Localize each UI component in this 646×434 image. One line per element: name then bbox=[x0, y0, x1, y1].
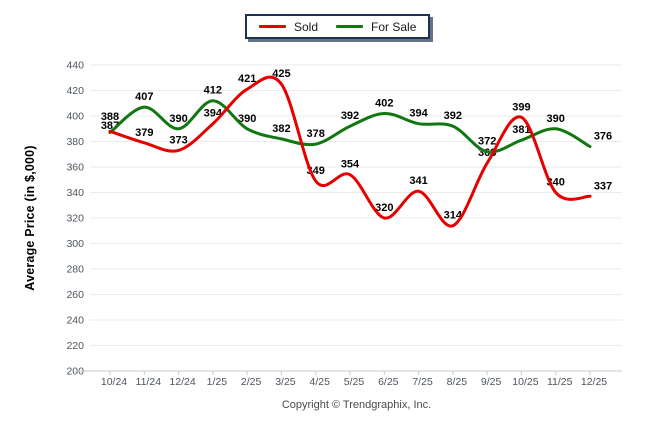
data-point-label: 382 bbox=[272, 123, 290, 135]
for-sale-line-swatch bbox=[336, 25, 364, 28]
data-point-label: 402 bbox=[375, 97, 393, 109]
data-point-label: 373 bbox=[169, 134, 187, 146]
y-axis-tick-label: 440 bbox=[66, 60, 84, 72]
for-sale-series-line bbox=[108, 99, 592, 154]
x-axis-tick-label: 3/25 bbox=[275, 376, 296, 388]
x-axis-tick-label: 5/25 bbox=[344, 376, 365, 388]
data-point-label: 394 bbox=[409, 108, 428, 120]
x-axis-tick-label: 2/25 bbox=[241, 376, 262, 388]
legend-label-for-sale: For Sale bbox=[371, 19, 417, 34]
x-axis-tick-label: 11/24 bbox=[136, 376, 162, 388]
chart-legend: Sold For Sale bbox=[245, 14, 431, 39]
data-point-label: 390 bbox=[169, 113, 187, 125]
copyright-text: Copyright © Trendgraphix, Inc. bbox=[281, 399, 432, 411]
data-point-label: 381 bbox=[512, 124, 530, 136]
data-point-label: 314 bbox=[444, 210, 463, 222]
data-point-label: 388 bbox=[101, 111, 119, 123]
x-axis-tick-label: 12/25 bbox=[581, 376, 607, 388]
data-point-label: 341 bbox=[409, 175, 427, 187]
y-axis-tick-label: 420 bbox=[66, 85, 84, 97]
data-point-label: 320 bbox=[375, 202, 393, 214]
sold-series-line bbox=[108, 75, 592, 228]
x-axis-tick-label: 12/24 bbox=[169, 376, 195, 388]
x-axis-tick-label: 11/25 bbox=[547, 376, 573, 388]
y-axis-tick-label: 200 bbox=[66, 366, 84, 378]
data-point-label: 392 bbox=[341, 110, 359, 122]
x-axis-tick-label: 6/25 bbox=[378, 376, 399, 388]
x-axis-tick-label: 1/25 bbox=[207, 376, 228, 388]
y-axis-tick-label: 400 bbox=[66, 111, 84, 123]
data-point-label: 354 bbox=[341, 159, 360, 171]
y-axis-tick-label: 260 bbox=[66, 289, 84, 301]
y-axis-tick-label: 340 bbox=[66, 187, 84, 199]
x-axis-tick-label: 8/25 bbox=[447, 376, 468, 388]
data-point-label: 379 bbox=[135, 127, 153, 139]
data-point-label: 390 bbox=[238, 113, 256, 125]
data-point-label: 412 bbox=[204, 85, 222, 97]
data-point-label: 425 bbox=[272, 68, 290, 80]
y-axis-tick-label: 240 bbox=[66, 315, 84, 327]
legend-label-sold: Sold bbox=[294, 19, 319, 34]
x-axis-tick-label: 7/25 bbox=[412, 376, 433, 388]
data-point-label: 392 bbox=[444, 110, 462, 122]
x-axis-tick-label: 9/25 bbox=[481, 376, 502, 388]
x-axis-tick-label: 4/25 bbox=[309, 376, 330, 388]
data-point-label: 421 bbox=[238, 73, 256, 85]
data-point-label: 378 bbox=[307, 128, 325, 140]
y-axis-tick-label: 220 bbox=[66, 340, 84, 352]
x-axis-tick-label: 10/24 bbox=[101, 376, 127, 388]
y-axis-tick-label: 380 bbox=[66, 136, 84, 148]
x-axis-tick-label: 10/25 bbox=[512, 376, 538, 388]
data-point-label: 399 bbox=[512, 101, 530, 113]
y-axis-tick-label: 300 bbox=[66, 238, 84, 250]
data-point-label: 376 bbox=[594, 131, 612, 143]
y-axis-tick-label: 280 bbox=[66, 264, 84, 276]
data-point-label: 337 bbox=[594, 180, 612, 192]
sold-line-swatch bbox=[259, 25, 286, 28]
data-point-label: 372 bbox=[478, 136, 496, 148]
data-point-label: 407 bbox=[135, 91, 153, 103]
data-point-label: 390 bbox=[547, 113, 565, 125]
y-axis-tick-label: 320 bbox=[66, 213, 84, 225]
y-axis-tick-label: 360 bbox=[66, 162, 84, 174]
